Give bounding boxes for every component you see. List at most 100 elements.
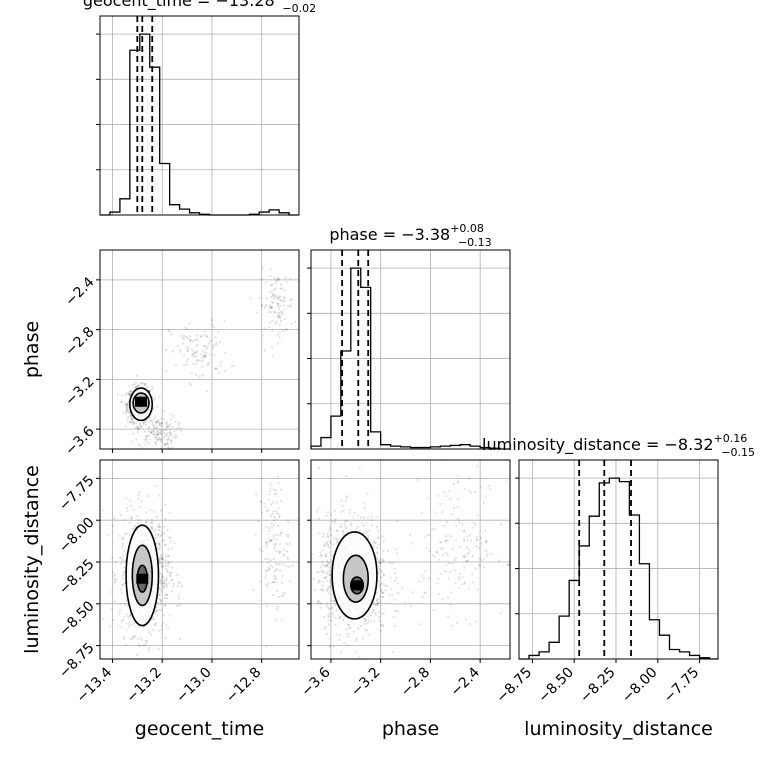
- title-main: luminosity_distance = −8.32: [482, 435, 713, 455]
- sample-point: [129, 393, 132, 396]
- sample-point: [346, 632, 349, 635]
- sample-point: [486, 553, 489, 556]
- sample-point: [284, 533, 288, 536]
- sample-point: [157, 528, 161, 532]
- sample-point: [397, 592, 400, 595]
- sample-point: [126, 402, 130, 405]
- sample-point: [124, 411, 128, 414]
- sample-point: [317, 517, 321, 521]
- title-upper: +0.08: [450, 222, 484, 235]
- sample-point: [277, 512, 280, 516]
- sample-point: [349, 626, 352, 629]
- sample-point: [160, 429, 163, 433]
- sample-point: [135, 438, 138, 441]
- sample-point: [215, 367, 218, 370]
- sample-point: [163, 604, 166, 607]
- sample-point: [161, 558, 164, 561]
- sample-point: [378, 582, 382, 586]
- sample-point: [269, 540, 272, 543]
- sample-point: [131, 389, 134, 393]
- sample-point: [319, 602, 322, 605]
- sample-point: [317, 581, 320, 585]
- sample-point: [404, 601, 407, 604]
- sample-point: [348, 512, 351, 515]
- sample-point: [444, 494, 448, 498]
- sample-point: [168, 330, 171, 333]
- sample-point: [159, 557, 163, 560]
- sample-point: [283, 592, 286, 595]
- sample-point: [121, 537, 124, 540]
- sample-point: [139, 636, 142, 639]
- sample-point: [117, 393, 120, 396]
- sample-point: [446, 553, 449, 556]
- sample-point: [341, 618, 345, 621]
- sample-point: [333, 537, 336, 540]
- sample-point: [136, 431, 139, 434]
- sample-point: [286, 519, 289, 522]
- sample-point: [367, 619, 370, 622]
- sample-point: [280, 581, 283, 584]
- sample-point: [151, 432, 155, 435]
- sample-point: [151, 421, 154, 424]
- sample-point: [265, 541, 268, 544]
- sample-point: [269, 268, 272, 271]
- sample-point: [431, 528, 434, 531]
- sample-point: [328, 569, 331, 572]
- sample-point: [196, 358, 199, 362]
- sample-point: [195, 373, 198, 376]
- sample-point: [322, 615, 326, 618]
- sample-point: [155, 609, 158, 613]
- sample-point: [270, 522, 273, 525]
- sample-point: [375, 515, 378, 518]
- sample-point: [266, 558, 270, 561]
- sample-point: [267, 568, 271, 572]
- sample-point: [267, 311, 271, 314]
- sample-point: [132, 636, 135, 639]
- sample-point: [436, 582, 439, 585]
- sample-point: [282, 548, 286, 551]
- sample-point: [205, 354, 208, 358]
- panel-frame: [310, 459, 511, 660]
- sample-point: [463, 554, 466, 557]
- sample-point: [125, 410, 128, 413]
- sample-point: [321, 584, 325, 587]
- sample-point: [368, 633, 371, 636]
- sample-point: [338, 616, 342, 619]
- sample-point: [170, 579, 173, 582]
- sample-point: [327, 614, 330, 617]
- sample-point: [327, 606, 330, 609]
- sample-point: [473, 521, 476, 525]
- scatter-points: [117, 267, 299, 449]
- sample-point: [169, 439, 172, 442]
- sample-point: [156, 438, 159, 441]
- sample-point: [370, 620, 373, 623]
- sample-point: [139, 444, 142, 448]
- sample-point: [450, 535, 453, 538]
- sample-point: [273, 297, 276, 300]
- sample-point: [377, 580, 380, 583]
- sample-point: [123, 582, 126, 585]
- sample-point: [169, 434, 172, 437]
- sample-point: [328, 527, 331, 530]
- x-tick-label: −2.8: [398, 665, 433, 700]
- sample-point: [444, 539, 447, 543]
- sample-point: [484, 550, 488, 553]
- sample-point: [136, 426, 139, 429]
- sample-point: [279, 499, 282, 503]
- sample-point: [223, 369, 226, 373]
- sample-point: [480, 486, 483, 489]
- sample-point: [268, 306, 271, 309]
- sample-point: [313, 588, 317, 592]
- sample-point: [168, 561, 171, 564]
- sample-point: [382, 573, 385, 576]
- sample-point: [382, 612, 386, 615]
- sample-point: [382, 560, 386, 563]
- sample-point: [336, 529, 339, 532]
- sample-point: [167, 554, 170, 557]
- sample-point: [261, 550, 264, 553]
- sample-point: [288, 542, 291, 545]
- sample-point: [128, 625, 131, 628]
- sample-point: [124, 559, 127, 562]
- sample-point: [272, 488, 275, 491]
- sample-point: [344, 520, 347, 524]
